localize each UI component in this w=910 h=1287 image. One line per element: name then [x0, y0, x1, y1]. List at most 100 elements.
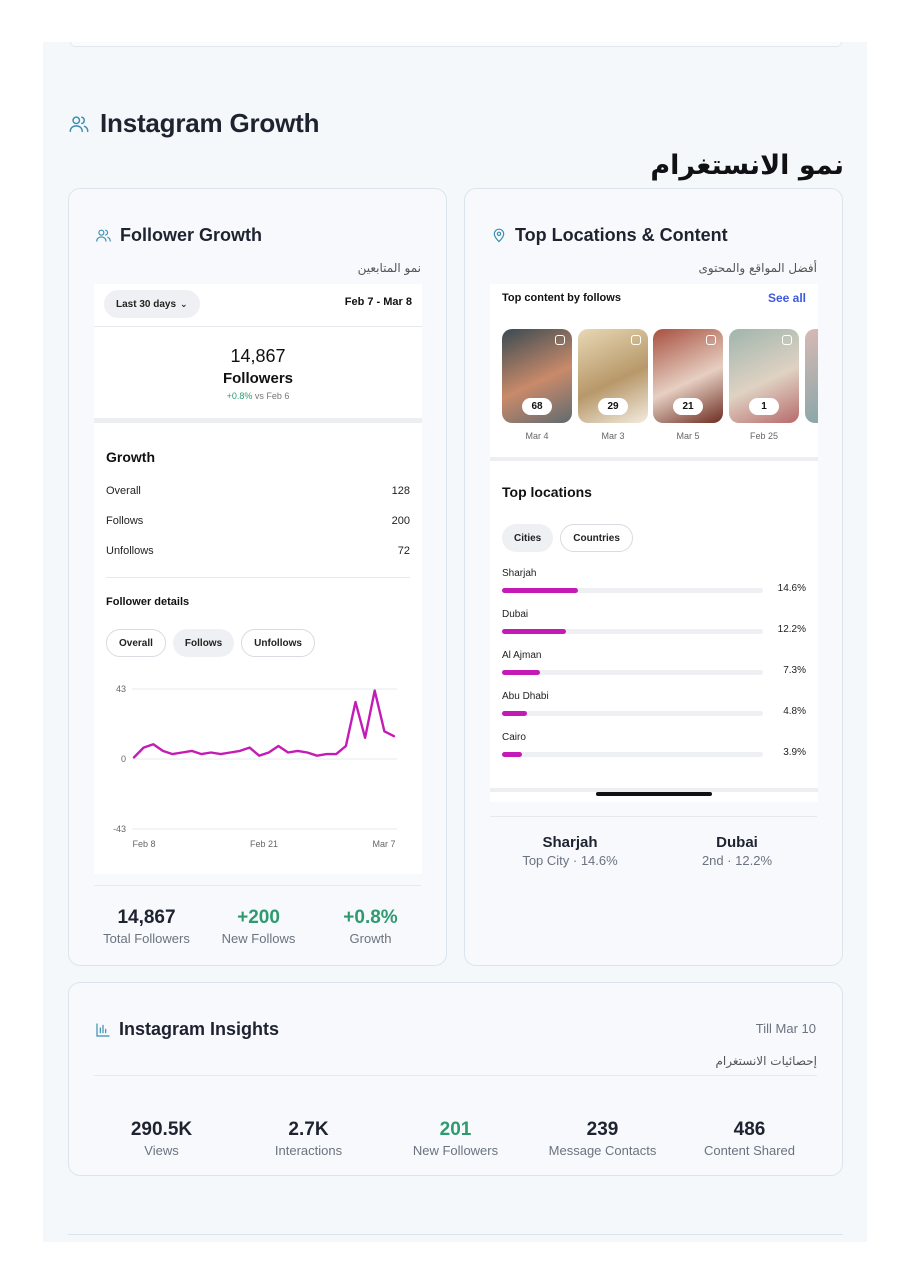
section-gap	[490, 788, 818, 792]
top-locations-title: Top Locations & Content	[491, 225, 728, 246]
stat-value: +200	[237, 907, 280, 928]
growth-title: Growth	[106, 449, 155, 465]
stat-value: 486	[733, 1119, 766, 1140]
insight-message-contacts: 239 Message Contacts	[535, 1119, 670, 1158]
stat-label: Views	[144, 1143, 179, 1158]
stat-label: Content Shared	[703, 1143, 796, 1158]
users-icon	[69, 115, 89, 132]
stat-label: New Followers	[412, 1143, 499, 1158]
stat-label: Growth	[349, 931, 392, 946]
location-percent: 14.6%	[777, 583, 806, 594]
summary-total-followers: 14,867 Total Followers	[89, 907, 204, 946]
instagram-insights-card: Instagram Insights Till Mar 10 إحصائيات …	[68, 982, 843, 1176]
content-thumbnail[interactable]: 1	[729, 329, 799, 423]
stat-value: 290.5K	[130, 1119, 193, 1140]
thumbnail-count: 29	[598, 398, 628, 415]
stat-label: New Follows	[221, 931, 296, 946]
summary-new-follows: +200 New Follows	[201, 907, 316, 946]
location-percent: 7.3%	[783, 665, 806, 676]
tab-cities[interactable]: Cities	[502, 524, 554, 552]
growth-row: Overall 128	[106, 485, 410, 497]
follower-screenshot-panel: Last 30 days ⌄ Feb 7 - Mar 8 14,867 Foll…	[94, 284, 422, 874]
insight-views: 290.5K Views	[94, 1119, 229, 1158]
previous-card-edge	[70, 42, 842, 47]
growth-row: Unfollows 72	[106, 545, 410, 557]
content-thumbnail[interactable]: 21	[653, 329, 723, 423]
section-gap	[490, 457, 818, 461]
follower-growth-card: Follower Growth نمو المتابعين Last 30 da…	[68, 188, 447, 966]
stat-value: 239	[586, 1119, 619, 1140]
users-icon	[96, 229, 111, 242]
follower-details-title: Follower details	[106, 596, 190, 608]
insights-title: Instagram Insights	[95, 1019, 279, 1040]
section-title: Instagram Growth	[68, 108, 319, 139]
x-tick-label: Mar 7	[372, 839, 395, 849]
stat-label: Total Followers	[103, 931, 190, 946]
detail-tabs: Overall Follows Unfollows	[106, 629, 315, 657]
stat-value: 2.7K	[288, 1119, 329, 1140]
growth-row: Follows 200	[106, 515, 410, 527]
top-locations-card: Top Locations & Content أفضل المواقع وال…	[464, 188, 843, 966]
divider	[490, 816, 817, 817]
reel-icon	[706, 335, 716, 345]
growth-row-value: 128	[391, 485, 410, 497]
growth-row-label: Follows	[106, 515, 144, 527]
content-thumbnail[interactable]: 29	[578, 329, 648, 423]
tab-overall[interactable]: Overall	[106, 629, 166, 657]
range-dropdown[interactable]: Last 30 days ⌄	[104, 290, 200, 318]
thumbnail-date: Mar 5	[676, 431, 700, 441]
follower-growth-title-text: Follower Growth	[120, 225, 262, 245]
follower-line-chart: 43 0 -43 Feb 8 Feb 21 Mar 7	[113, 684, 397, 849]
growth-row-value: 200	[391, 515, 410, 527]
location-bar-track	[502, 629, 763, 634]
insights-title-text: Instagram Insights	[119, 1019, 280, 1039]
stat-value: Dubai	[716, 834, 758, 851]
insight-content-shared: 486 Content Shared	[682, 1119, 817, 1158]
reel-icon	[555, 335, 565, 345]
location-bar-track	[502, 588, 763, 593]
followers-count: 14,867	[230, 346, 286, 366]
thumbnail-count: 21	[673, 398, 703, 415]
bar-chart-icon	[96, 1022, 110, 1037]
change-suffix: vs Feb 6	[254, 391, 290, 401]
x-tick-label: Feb 8	[132, 839, 155, 849]
locations-screenshot-panel: Top content by follows See all 68 Mar 4 …	[490, 284, 818, 802]
stat-label: Top City · 14.6%	[522, 853, 618, 868]
divider	[106, 577, 410, 578]
location-row: Abu Dhabi 4.8%	[502, 691, 806, 717]
see-all-link[interactable]: See all	[767, 291, 806, 305]
home-indicator	[596, 792, 712, 796]
location-row: Dubai 12.2%	[502, 609, 806, 635]
thumbnail-date: Mar 4	[525, 431, 549, 441]
stat-value: +0.8%	[343, 907, 398, 928]
map-pin-icon	[493, 228, 505, 243]
divider	[94, 885, 421, 886]
date-range: Feb 7 - Mar 8	[344, 296, 412, 308]
follower-series-line	[132, 689, 396, 759]
tab-countries[interactable]: Countries	[560, 524, 633, 552]
location-percent: 12.2%	[777, 624, 806, 635]
section-title-text: Instagram Growth	[100, 108, 320, 138]
range-dropdown-label: Last 30 days	[116, 298, 177, 310]
stat-value: 201	[439, 1119, 472, 1140]
divider	[94, 1075, 817, 1076]
location-bar-track	[502, 711, 763, 716]
location-tabs: Cities Countries	[502, 524, 633, 552]
change-value: +0.8%	[226, 391, 253, 401]
stat-value: 14,867	[117, 907, 176, 928]
summary-second-city: Dubai 2nd · 12.2%	[672, 834, 802, 868]
thumbnail-date: Feb 25	[749, 431, 779, 441]
top-content-title: Top content by follows	[502, 292, 621, 304]
top-locations-title-text: Top Locations & Content	[515, 225, 728, 245]
location-row: Sharjah 14.6%	[502, 568, 806, 594]
tab-follows[interactable]: Follows	[172, 629, 235, 657]
content-thumbnails: 68 Mar 4 29 Mar 3 21 Mar 5 1 Feb 25	[502, 329, 818, 449]
tab-unfollows[interactable]: Unfollows	[241, 629, 315, 657]
stat-label: 2nd · 12.2%	[701, 853, 773, 868]
followers-label: Followers	[222, 370, 293, 387]
top-locations-subtitle: Top locations	[502, 484, 592, 500]
location-name: Dubai	[502, 609, 529, 620]
location-bar-fill	[502, 670, 541, 675]
content-thumbnail[interactable]: 68	[502, 329, 572, 423]
content-thumbnail-partial[interactable]	[805, 329, 818, 423]
